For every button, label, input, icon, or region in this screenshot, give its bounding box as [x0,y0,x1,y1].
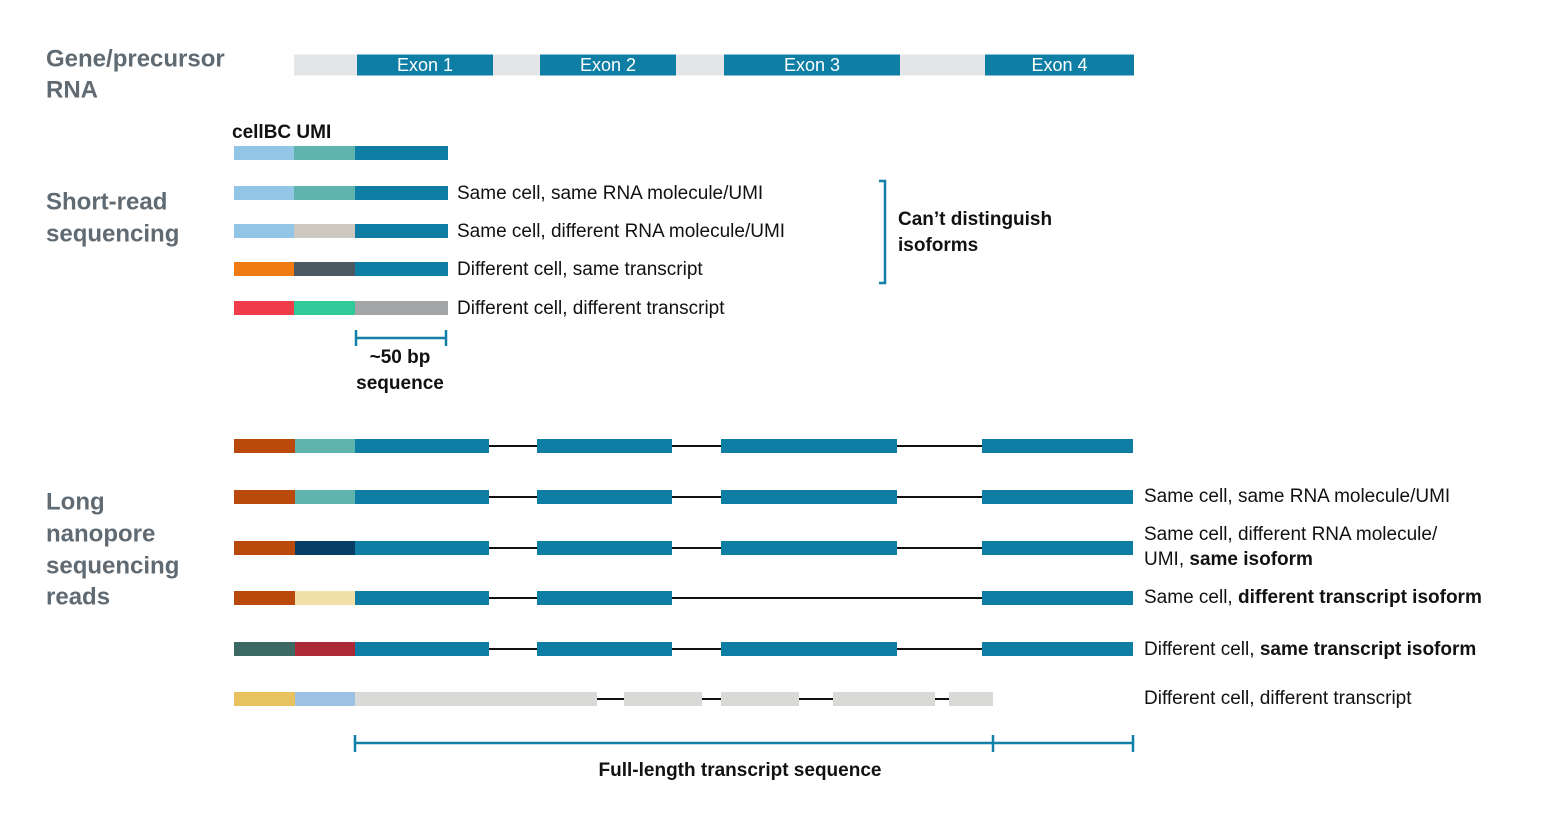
exon [982,591,1133,605]
exon [982,541,1133,555]
label-part: Same cell, [1144,587,1238,608]
read-segment [294,186,355,200]
label-part: different transcript isoform [1238,587,1482,608]
read-segment [234,186,294,200]
section-title: Short-read [46,188,167,215]
exon [985,54,1134,76]
exon [355,591,489,605]
read-segment [294,146,355,160]
exon [537,490,672,504]
read-segment [355,146,448,160]
bracket-label: isoforms [898,235,978,256]
umi [295,692,355,706]
label-part: same transcript isoform [1260,639,1476,660]
exon [537,439,672,453]
exon [724,54,900,76]
section-title: Gene/precursor [46,45,225,72]
section-title: nanopore [46,520,155,547]
exon [540,54,676,76]
read-label: Same cell, different RNA molecule/UMI [457,221,785,242]
bracket-label: Can’t distinguish [898,209,1052,230]
read-segment [294,224,355,238]
read-label: Different cell, different transcript [1144,688,1412,709]
cell-barcode [234,642,295,656]
bracket [879,179,887,285]
exon [721,439,897,453]
section-title: RNA [46,76,98,103]
read-label: UMI, same isoform [1144,549,1313,570]
read-segment [234,301,294,315]
umi [295,642,355,656]
exon [833,692,935,706]
read-segment [355,186,448,200]
exon [355,490,489,504]
section-title: sequencing [46,220,179,247]
read-segment [234,146,294,160]
exon [982,490,1133,504]
exon [355,439,489,453]
umi [295,439,355,453]
read-label: Same cell, different RNA molecule/ [1144,524,1438,545]
read-segment [355,224,448,238]
umi [295,591,355,605]
exon-label: Exon 1 [397,55,453,75]
read-label: Different cell, same transcript isoform [1144,639,1476,660]
label-part: Same cell, same RNA molecule/UMI [1144,486,1450,507]
exon [949,692,993,706]
exon [355,541,489,555]
intron [294,54,1134,76]
exon [537,541,672,555]
exon [624,692,702,706]
cell-barcode [234,591,295,605]
read-segment [294,262,355,276]
section-title: Long [46,488,105,515]
section-title: reads [46,583,110,610]
exon [982,439,1133,453]
exon-label: Exon 3 [784,55,840,75]
label-part: same isoform [1189,549,1313,570]
exon [537,591,672,605]
exon [355,692,597,706]
exon [537,642,672,656]
exon [721,490,897,504]
cell-barcode [234,490,295,504]
header: cellBC UMI [232,122,331,143]
read-label: Same cell, same RNA molecule/UMI [1144,486,1450,507]
exon [721,642,897,656]
read-label: Same cell, same RNA molecule/UMI [457,183,763,204]
scale-label: Full-length transcript sequence [599,760,882,781]
umi [295,490,355,504]
scale-label: sequence [356,373,444,394]
section-title: sequencing [46,552,179,579]
exon-label: Exon 2 [580,55,636,75]
read-segment [355,262,448,276]
read-label: Different cell, same transcript [457,259,703,280]
label-part: Same cell, different RNA molecule/ [1144,524,1438,545]
cell-barcode [234,439,295,453]
exon [982,642,1133,656]
exon [357,54,493,76]
label-part: Different cell, [1144,639,1260,660]
exon [721,692,799,706]
exon [355,642,489,656]
label-part: UMI, [1144,549,1189,570]
read-label: Same cell, different transcript isoform [1144,587,1482,608]
scale-label: ~50 bp [370,347,431,368]
read-segment [234,224,294,238]
read-segment [355,301,448,315]
umi [295,541,355,555]
read-segment [294,301,355,315]
read-label: Different cell, different transcript [457,298,725,319]
label-part: Different cell, different transcript [1144,688,1412,709]
cell-barcode [234,541,295,555]
exon-label: Exon 4 [1031,55,1087,75]
read-segment [234,262,294,276]
cell-barcode [234,692,295,706]
exon [721,541,897,555]
